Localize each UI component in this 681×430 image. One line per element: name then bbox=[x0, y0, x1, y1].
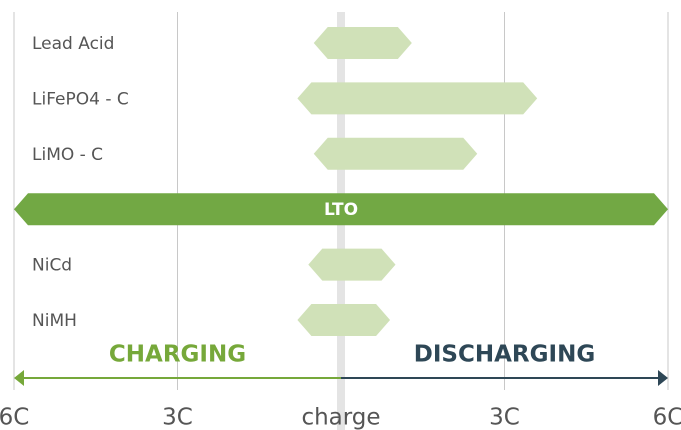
category-label: LTO bbox=[324, 200, 358, 220]
x-tick-label: charge bbox=[301, 405, 380, 430]
range-bar bbox=[308, 248, 396, 281]
category-label: NiMH bbox=[32, 311, 77, 331]
legend-label: DISCHARGING bbox=[414, 342, 595, 368]
charging-arrow-head bbox=[14, 370, 24, 386]
category-label: LiFePO4 - C bbox=[32, 89, 129, 109]
category-label: LiMO - C bbox=[32, 145, 103, 165]
x-tick-label: 3C bbox=[489, 405, 520, 430]
range-bar bbox=[313, 137, 478, 170]
category-label: NiCd bbox=[32, 256, 72, 276]
x-tick-label: 6C bbox=[653, 405, 681, 430]
range-bar bbox=[313, 27, 412, 59]
legend-label: CHARGING bbox=[109, 342, 246, 368]
range-bar bbox=[297, 82, 538, 115]
x-tick-label: 3C bbox=[162, 405, 193, 430]
category-label: Lead Acid bbox=[32, 34, 114, 54]
range-bar bbox=[14, 193, 668, 226]
range-bar bbox=[297, 304, 391, 336]
discharging-arrow-head bbox=[658, 370, 668, 386]
x-tick-label: 6C bbox=[0, 405, 29, 430]
